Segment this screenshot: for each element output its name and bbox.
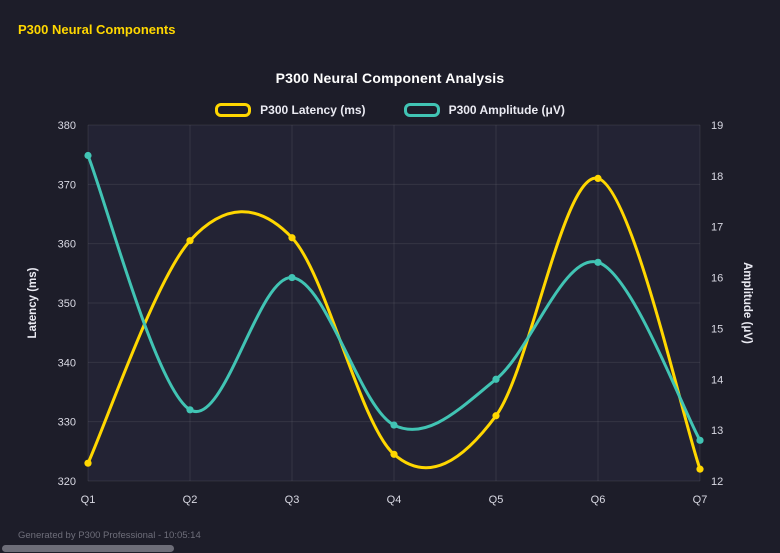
svg-text:18: 18: [711, 171, 723, 183]
right-axis-ticks: 12 13 14 15 16 17 18 19: [711, 120, 723, 488]
footer-status: Generated by P300 Professional - 10:05:1…: [18, 530, 201, 541]
svg-text:330: 330: [58, 417, 76, 429]
svg-text:19: 19: [711, 120, 723, 132]
amplitude-point: [288, 273, 296, 282]
amplitude-legend-label: P300 Amplitude (μV): [448, 103, 565, 117]
svg-text:15: 15: [711, 323, 723, 335]
legend-item-latency[interactable]: P300 Latency (ms): [215, 103, 366, 117]
svg-text:14: 14: [711, 374, 723, 386]
svg-text:370: 370: [58, 179, 76, 191]
svg-text:360: 360: [58, 239, 76, 251]
svg-text:13: 13: [711, 425, 723, 437]
amplitude-point: [84, 151, 92, 160]
horizontal-scrollbar-thumb[interactable]: [2, 545, 174, 552]
amplitude-legend-swatch: [403, 103, 440, 117]
svg-text:Q3: Q3: [285, 494, 300, 506]
latency-point: [696, 465, 704, 473]
svg-text:16: 16: [711, 273, 723, 285]
svg-text:Q7: Q7: [693, 494, 708, 506]
x-axis-ticks: Q1 Q2 Q3 Q4 Q5 Q6 Q7: [81, 494, 708, 506]
amplitude-point: [390, 421, 398, 429]
latency-legend-label: P300 Latency (ms): [260, 103, 366, 117]
amplitude-point: [492, 375, 500, 383]
right-axis-title: Amplitude (μV): [741, 262, 753, 344]
amplitude-points: [84, 151, 704, 444]
amplitude-point: [594, 258, 602, 266]
chart-legend: P300 Latency (ms) P300 Amplitude (μV): [215, 103, 565, 117]
svg-text:Q1: Q1: [81, 494, 96, 506]
svg-text:320: 320: [58, 476, 76, 488]
chart-container: P300 Neural Component Analysis P300 Late…: [0, 56, 780, 511]
svg-text:12: 12: [711, 476, 723, 488]
chart-title: P300 Neural Component Analysis: [275, 70, 505, 86]
svg-text:380: 380: [58, 120, 76, 132]
svg-text:Q2: Q2: [183, 494, 198, 506]
svg-text:17: 17: [711, 222, 723, 234]
latency-points: [84, 174, 704, 473]
left-axis-ticks: 320 330 340 350 360 370 380: [58, 120, 76, 488]
svg-text:Q5: Q5: [489, 494, 504, 506]
page-title: P300 Neural Components: [18, 22, 176, 37]
latency-point: [288, 234, 296, 242]
left-axis-title: Latency (ms): [27, 267, 39, 338]
legend-item-amplitude[interactable]: P300 Amplitude (μV): [403, 103, 565, 117]
svg-text:Q4: Q4: [387, 494, 402, 506]
latency-point: [84, 459, 92, 467]
svg-text:350: 350: [58, 298, 76, 310]
amplitude-point: [696, 436, 704, 444]
latency-point: [594, 174, 602, 182]
latency-point: [186, 237, 194, 245]
svg-text:340: 340: [58, 357, 76, 369]
svg-text:Q6: Q6: [591, 494, 606, 506]
latency-point: [390, 450, 398, 458]
latency-point: [492, 412, 500, 420]
latency-legend-swatch: [215, 103, 252, 117]
amplitude-point: [186, 406, 194, 414]
